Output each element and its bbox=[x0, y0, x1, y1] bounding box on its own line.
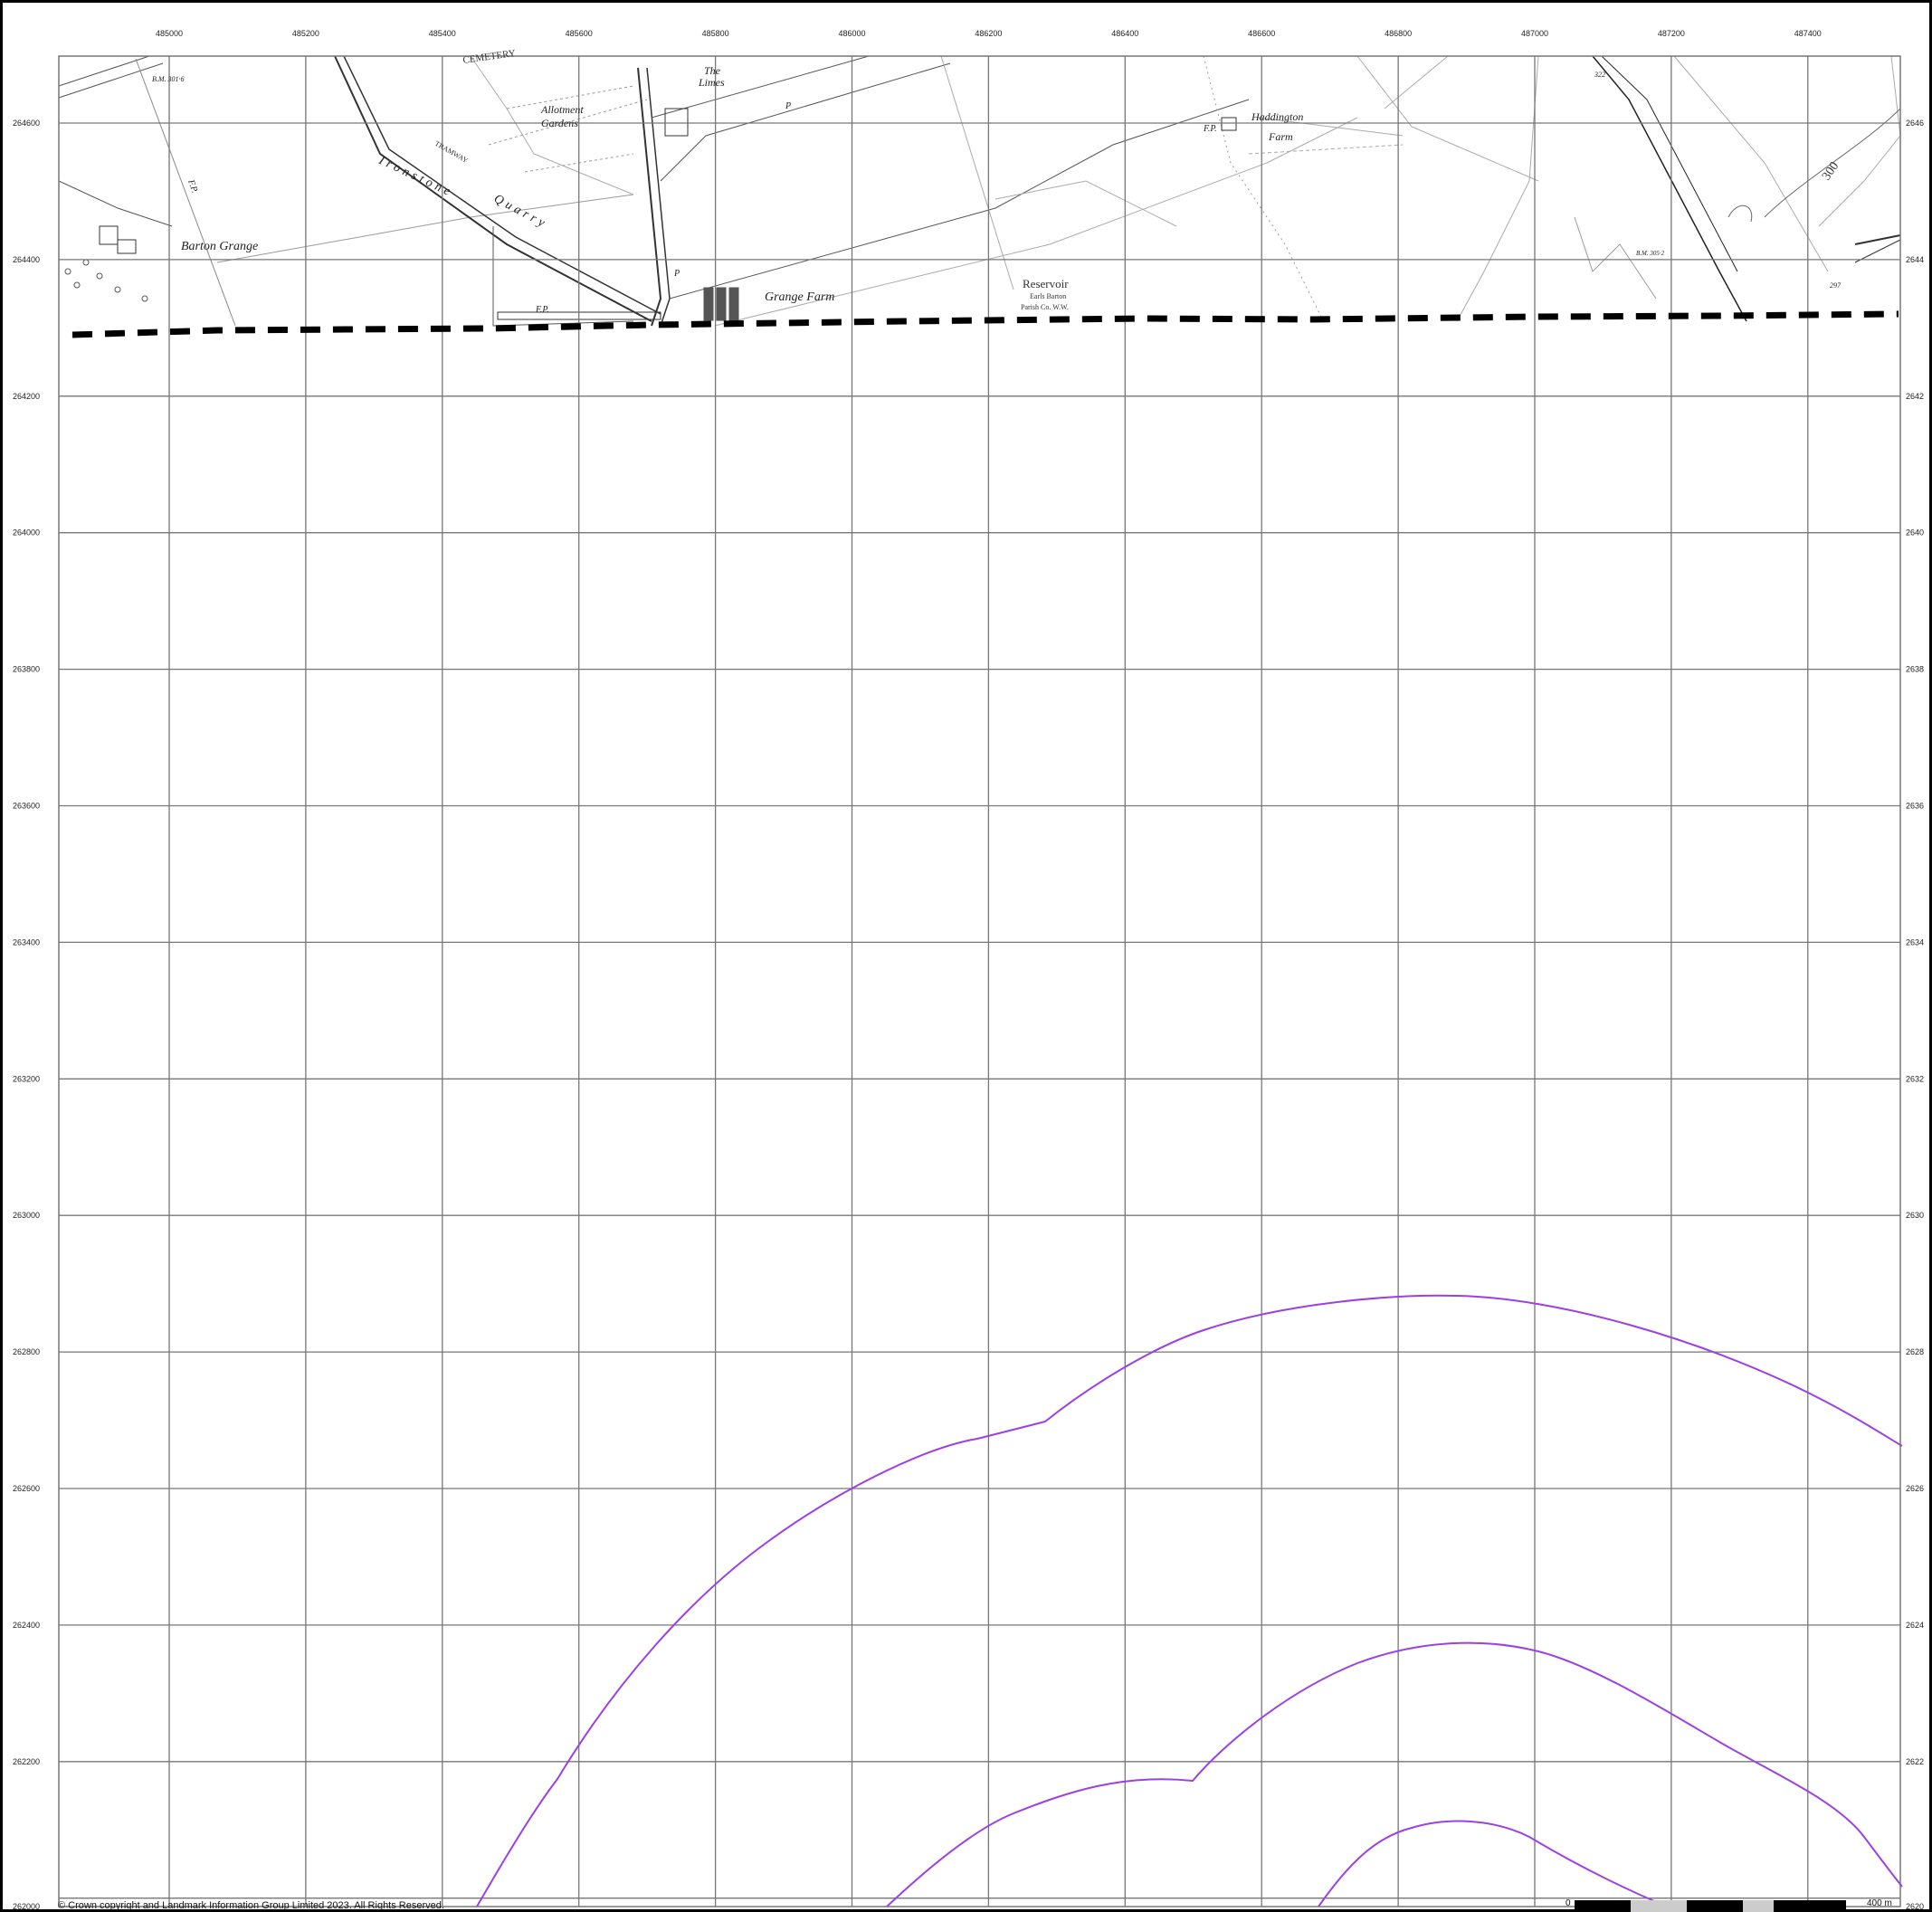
easting-label: 486400 bbox=[1111, 29, 1138, 38]
northing-label: 262000 bbox=[13, 1902, 40, 1911]
easting-label: 486600 bbox=[1248, 29, 1275, 38]
easting-label: 487400 bbox=[1794, 29, 1822, 38]
easting-label: 485000 bbox=[156, 29, 183, 38]
northing-label-right: 2628 bbox=[1906, 1347, 1924, 1356]
historic-map-linework bbox=[58, 55, 1901, 327]
northing-label: 264200 bbox=[13, 392, 40, 401]
northing-label: 262400 bbox=[13, 1621, 40, 1630]
footpath-label-2: F.P. bbox=[535, 305, 549, 315]
northing-label: 264600 bbox=[13, 119, 40, 128]
buffer-zone-lines bbox=[476, 1294, 1903, 1907]
easting-label: 486200 bbox=[975, 29, 1002, 38]
footpath-label-3: F.P. bbox=[1203, 124, 1217, 134]
ironstone-label: Ironstone bbox=[376, 154, 455, 201]
northing-label: 263800 bbox=[13, 665, 40, 674]
easting-label: 485600 bbox=[566, 29, 593, 38]
northing-label-right: 2630 bbox=[1906, 1211, 1924, 1220]
easting-label: 485200 bbox=[292, 29, 319, 38]
farm-label: Farm bbox=[1268, 130, 1293, 143]
coordinate-grid bbox=[58, 55, 1901, 1907]
northing-label: 263600 bbox=[13, 802, 40, 811]
northing-label: 264400 bbox=[13, 255, 40, 264]
northing-label: 263200 bbox=[13, 1074, 40, 1083]
grid-border bbox=[58, 55, 1901, 1907]
northing-labels-right: 2646 2644 2642 2640 2638 2636 2634 2632 2630 2628… bbox=[1906, 119, 1924, 1911]
place-labels: CEMETERY Allotment Gardens The Limes Bar… bbox=[152, 48, 1842, 315]
cemetery-label: CEMETERY bbox=[462, 48, 517, 66]
easting-labels-top: 485000 485200 485400 485600 485800 486000 4862… bbox=[156, 29, 1822, 38]
spot-height-297: 297 bbox=[1830, 281, 1842, 290]
northing-label-right: 2620 bbox=[1906, 1902, 1924, 1911]
p-label-1: P bbox=[673, 269, 680, 279]
p-label-2: P bbox=[785, 101, 791, 111]
northing-label: 262200 bbox=[13, 1757, 40, 1766]
barton-grange-label: Barton Grange bbox=[181, 240, 258, 253]
easting-label: 487200 bbox=[1658, 29, 1685, 38]
easting-label: 487000 bbox=[1521, 29, 1548, 38]
northing-label: 264000 bbox=[13, 528, 40, 537]
spot-height-322: 322 bbox=[1594, 71, 1605, 79]
copyright-notice: © Crown copyright and Landmark Informati… bbox=[58, 1900, 444, 1911]
buffer-outer-curve bbox=[476, 1294, 1903, 1907]
tramway-label: TRAMWAY bbox=[433, 139, 470, 165]
northing-label-right: 2640 bbox=[1906, 528, 1924, 537]
footpath-label-1: F.P. bbox=[186, 177, 200, 194]
northing-label: 263000 bbox=[13, 1211, 40, 1220]
reservoir-sub2-label: Parish Co. W.W. bbox=[1021, 303, 1069, 311]
buffer-inner-curve bbox=[1318, 1820, 1668, 1907]
northing-label-right: 2636 bbox=[1906, 802, 1924, 811]
northing-label: 262600 bbox=[13, 1484, 40, 1493]
reservoir-label: Reservoir bbox=[1023, 277, 1069, 290]
northing-labels-left: 264600 264400 264200 264000 263800 263600 2634… bbox=[13, 119, 40, 1911]
northing-label-right: 2638 bbox=[1906, 665, 1924, 674]
grange-farm-label: Grange Farm bbox=[765, 290, 834, 304]
scale-bar-end-label: 400 m bbox=[1867, 1898, 1892, 1908]
northing-label-right: 2632 bbox=[1906, 1074, 1924, 1083]
northing-label-right: 2642 bbox=[1906, 392, 1924, 401]
buffer-middle-curve bbox=[886, 1641, 1903, 1907]
northing-label-right: 2634 bbox=[1906, 937, 1924, 946]
northing-label: 262800 bbox=[13, 1347, 40, 1356]
northing-label-right: 2626 bbox=[1906, 1484, 1924, 1493]
northing-label-right: 2624 bbox=[1906, 1621, 1924, 1630]
northing-label-right: 2644 bbox=[1906, 255, 1924, 264]
northing-label-right: 2622 bbox=[1906, 1757, 1924, 1766]
site-boundary-dashed-line bbox=[71, 310, 1899, 338]
scale-bar bbox=[1575, 1900, 1846, 1912]
northing-label: 263400 bbox=[13, 937, 40, 946]
allotment-label: Allotment bbox=[540, 103, 584, 116]
easting-label: 485400 bbox=[429, 29, 456, 38]
scale-bar-start-label: 0 bbox=[1566, 1898, 1571, 1908]
benchmark-label-2: B.M. 305·2 bbox=[1636, 250, 1665, 257]
limes-label: Limes bbox=[698, 76, 725, 89]
haddington-label: Haddington bbox=[1251, 110, 1303, 123]
northing-label-right: 2646 bbox=[1906, 119, 1924, 128]
easting-label: 485800 bbox=[702, 29, 729, 38]
the-label: The bbox=[704, 64, 721, 77]
contour-300-label: 300 bbox=[1820, 159, 1842, 183]
benchmark-label-1: B.M. 301·6 bbox=[152, 75, 185, 83]
easting-label: 486000 bbox=[838, 29, 865, 38]
gardens-label: Gardens bbox=[541, 117, 578, 129]
reservoir-sub-label: Earls Barton bbox=[1030, 292, 1066, 300]
easting-label: 486800 bbox=[1385, 29, 1412, 38]
